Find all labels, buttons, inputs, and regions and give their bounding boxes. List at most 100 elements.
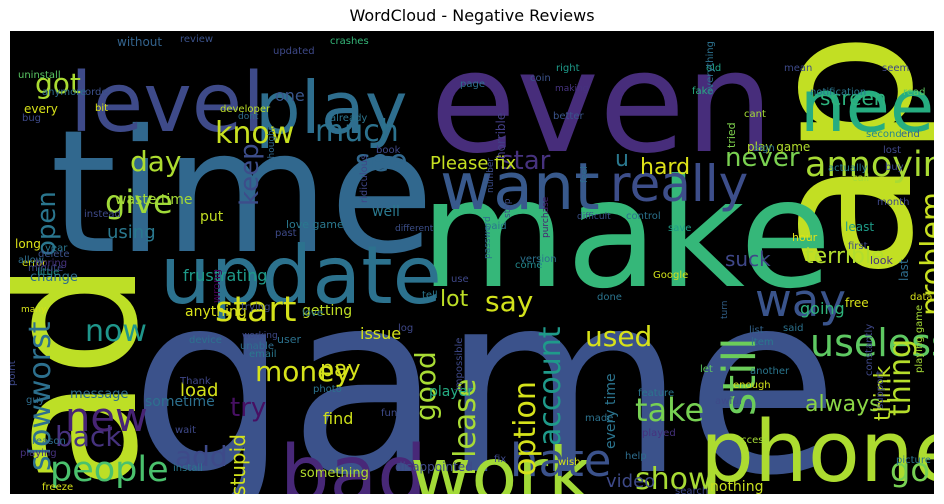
word-call: call <box>852 173 869 184</box>
word-level: level <box>70 56 265 151</box>
word-see: see <box>355 144 408 179</box>
word-data: data <box>910 292 933 303</box>
word-star: star <box>500 146 551 176</box>
word-end: end <box>901 129 920 140</box>
word-ridiculous: ridiculous <box>359 155 370 203</box>
word-message: message <box>70 387 128 402</box>
word-player: player <box>429 384 473 400</box>
word-search: search <box>675 486 708 494</box>
word-install: install <box>173 463 203 474</box>
word-take: take <box>635 391 704 429</box>
word-got: got <box>35 67 81 100</box>
word-put: put <box>200 209 224 225</box>
word-made: made <box>585 413 613 424</box>
word-instead: instead <box>84 209 121 220</box>
word-anymore: anymore <box>42 87 86 98</box>
word-anything: anything <box>185 304 247 320</box>
word-developer: developer <box>220 104 271 115</box>
word-thank: Thank <box>179 376 211 387</box>
word-device: device <box>189 335 222 346</box>
word-video: video <box>606 471 655 492</box>
chart-title: WordCloud - Negative Reviews <box>349 6 595 25</box>
word-use: use <box>451 274 469 285</box>
word-control: control <box>626 211 661 222</box>
word-reason: reason <box>32 436 66 447</box>
word-way: way <box>755 274 846 327</box>
word-mean: mean <box>784 63 812 74</box>
word-support: support <box>875 371 886 409</box>
word-point: point <box>10 360 18 386</box>
word-save: save <box>668 223 691 234</box>
word-password: password <box>483 216 493 259</box>
word-say: say <box>485 285 533 318</box>
word-find: find <box>323 409 353 428</box>
word-play: play <box>255 66 407 150</box>
word-access: access <box>735 435 769 446</box>
word-said: said <box>783 323 803 334</box>
word-wish: wish <box>558 457 581 468</box>
word-first: first <box>848 241 868 252</box>
word-keep: keep <box>235 143 265 206</box>
word-played: played <box>642 428 676 439</box>
word-much: much <box>315 114 399 149</box>
word-pay: pay <box>320 357 360 382</box>
word-playing: playing <box>20 448 57 459</box>
word-delete: delete <box>38 249 70 260</box>
word-tried: tried <box>725 122 738 148</box>
word-annoying: annoying <box>805 145 934 185</box>
word-photo: photo <box>313 384 342 395</box>
word-waste-time: waste time <box>115 192 193 208</box>
word-bad: bad <box>280 430 427 494</box>
word-thought: thought <box>267 126 277 162</box>
word-old: old <box>706 63 721 74</box>
word-different: different <box>395 224 434 234</box>
word-boring: boring <box>35 258 67 269</box>
word-buy: buy <box>885 162 904 173</box>
word-screen: screen <box>820 86 886 110</box>
word-another: another <box>750 366 790 377</box>
word-try: try <box>230 393 266 423</box>
word-start: start <box>215 290 297 330</box>
word-fake: fake <box>692 86 713 97</box>
word-many: many <box>21 305 47 315</box>
word-log: log <box>398 323 413 334</box>
word-google: Google <box>653 270 688 281</box>
word-past: past <box>275 228 297 239</box>
word-time: time <box>50 94 434 292</box>
word-u: u <box>615 147 629 172</box>
word-back: back <box>55 420 122 453</box>
word-update: update <box>160 229 442 322</box>
word-picture: picture <box>896 455 931 466</box>
word-freeze: freeze <box>42 482 73 493</box>
word-terrible: terrible <box>805 244 885 269</box>
word-list: list <box>749 325 764 336</box>
word-really: really <box>610 155 748 213</box>
word-feature: feature <box>638 388 674 399</box>
word-long: long <box>15 237 41 251</box>
word-second: second <box>866 129 902 140</box>
word-go: go <box>890 451 930 489</box>
word-show: show <box>635 462 713 494</box>
word-wrong: wrong <box>210 269 223 303</box>
word-bug: bug <box>22 113 41 124</box>
word-difficult: difficult <box>577 212 611 222</box>
word-ad: ad <box>10 260 179 491</box>
word-actually: actually <box>828 163 868 174</box>
word-enough: enough <box>733 380 771 391</box>
word-notification: notification <box>810 87 866 98</box>
word-stupid: stupid <box>226 434 250 494</box>
word-sign: sign <box>754 143 775 154</box>
word-play-game: play game <box>747 140 810 154</box>
word-purchase: purchase <box>541 196 551 238</box>
word-never: never <box>725 143 800 173</box>
word-everything: everything <box>705 41 716 95</box>
word-fix: fix <box>494 454 506 465</box>
word-issue: issue <box>360 324 401 343</box>
word-love: love <box>302 308 323 319</box>
word-allow: allow <box>18 255 44 266</box>
word-least: least <box>845 220 874 234</box>
word-email: email <box>249 349 277 360</box>
word-horrible: horrible <box>494 113 508 159</box>
word-error: error <box>22 258 47 269</box>
